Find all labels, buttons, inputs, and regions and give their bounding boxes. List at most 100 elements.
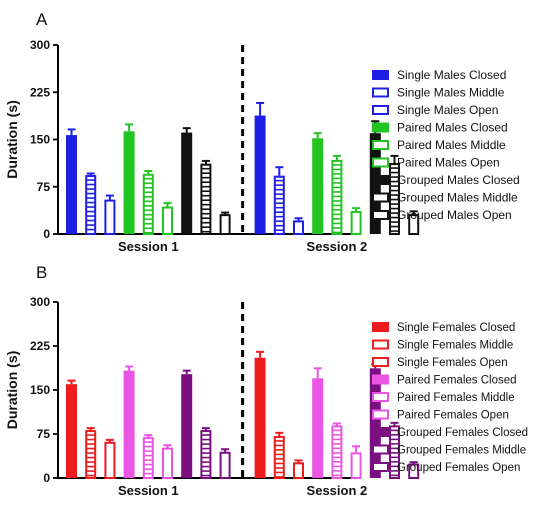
legend-label: Single Females Closed	[397, 322, 515, 334]
bar	[142, 173, 154, 235]
error-bar	[67, 379, 76, 385]
legend-item: Single Males Middle	[372, 86, 505, 100]
bar	[369, 368, 381, 478]
error-bar	[275, 431, 284, 437]
y-tick-label: 0	[43, 227, 50, 241]
legend-label: Paired Males Open	[397, 156, 500, 170]
legend-label: Paired Males Closed	[397, 121, 508, 135]
error-bar	[409, 210, 418, 216]
bar	[350, 452, 362, 479]
error-bar	[86, 427, 95, 432]
legend: Single Females Closed Single Females Midd…	[372, 322, 528, 474]
y-tick-label: 0	[43, 471, 50, 485]
legend-label: Grouped Males Middle	[397, 191, 518, 205]
legend-item: Grouped Males Middle	[372, 191, 518, 205]
legend-item: Grouped Males Open	[372, 208, 512, 222]
legend-item: Grouped Females Middle	[372, 444, 526, 457]
error-bar	[221, 211, 230, 216]
axes: 0 75 150 225 300 Duration (s)	[4, 38, 352, 241]
x-tick-label: Session 2	[307, 239, 368, 254]
error-bar	[332, 422, 341, 427]
y-tick-label: 75	[37, 427, 51, 441]
bar	[219, 214, 231, 236]
bar	[312, 378, 324, 478]
legend-label: Single Females Open	[397, 357, 508, 369]
legend-item: Paired Males Open	[372, 156, 500, 170]
bar	[293, 462, 304, 480]
bar	[162, 447, 173, 479]
legend-label: Grouped Males Open	[397, 208, 512, 222]
legend-item: Grouped Females Closed	[372, 427, 528, 439]
legend-item: Grouped Females Open	[372, 462, 520, 474]
error-bar	[332, 154, 341, 161]
legend-item: Paired Females Middle	[372, 392, 515, 404]
panel-a: A 0 75 150 225 300 Duration (s) Session 1 Sessio…	[4, 10, 520, 254]
bar	[273, 175, 285, 235]
legend-item: Paired Males Closed	[372, 121, 508, 135]
error-bar	[125, 123, 134, 132]
legend-item: Single Females Middle	[372, 339, 513, 352]
error-bar	[144, 434, 153, 439]
error-bar	[256, 350, 265, 358]
legend-item: Paired Males Middle	[372, 138, 506, 152]
error-bar	[86, 172, 95, 177]
bar	[254, 357, 266, 478]
legend-label: Grouped Males Closed	[397, 173, 520, 187]
panel-label: A	[36, 10, 48, 29]
error-bar	[256, 101, 265, 116]
bar	[123, 131, 135, 234]
bar	[350, 210, 362, 235]
error-bar	[201, 159, 210, 165]
bar	[85, 175, 97, 235]
bar	[181, 374, 193, 478]
error-bar	[352, 207, 361, 212]
legend-label: Single Males Open	[397, 103, 498, 117]
legend-label: Single Females Middle	[397, 340, 513, 352]
y-axis-label: Duration (s)	[4, 351, 20, 430]
error-bar	[201, 427, 210, 432]
bar	[293, 220, 304, 235]
error-bar	[67, 128, 76, 136]
legend: Single Males Closed Single Males Middle Si…	[372, 68, 520, 222]
y-tick-label: 300	[30, 295, 50, 309]
legend-item: Single Females Closed	[372, 322, 515, 334]
y-tick-label: 225	[30, 339, 50, 353]
bar	[162, 206, 173, 235]
legend-item: Paired Females Open	[372, 409, 509, 422]
legend-label: Single Males Closed	[397, 68, 506, 82]
bar	[66, 384, 77, 478]
y-tick-label: 300	[30, 38, 50, 52]
bar	[219, 451, 231, 480]
legend-item: Single Females Open	[372, 357, 508, 369]
error-bar	[144, 170, 153, 175]
legend-item: Paired Females Closed	[372, 374, 517, 387]
legend-item: Single Males Closed	[372, 68, 506, 82]
x-tick-label: Session 1	[118, 239, 179, 254]
bar	[142, 437, 154, 479]
y-axis-label: Duration (s)	[4, 100, 20, 179]
bar	[104, 441, 116, 479]
legend-label: Grouped Females Middle	[397, 445, 526, 457]
bar	[312, 138, 324, 234]
panel-b: B 0 75 150 225 300 Duration (s) Session 1 Sessio…	[4, 263, 528, 498]
bar	[200, 430, 212, 480]
error-bar	[313, 132, 322, 139]
legend-label: Paired Males Middle	[397, 138, 506, 152]
bar	[331, 159, 343, 235]
panel-label: B	[36, 263, 47, 282]
legend-label: Single Males Middle	[397, 86, 505, 100]
chart-layer: A 0 75 150 225 300 Duration (s) Session 1 Sessio…	[4, 10, 528, 498]
axes: 0 75 150 225 300 Duration (s)	[4, 295, 352, 485]
bar	[389, 425, 400, 479]
bar	[331, 425, 343, 479]
error-bar	[105, 438, 114, 443]
legend-label: Grouped Females Closed	[397, 427, 528, 439]
bar	[181, 132, 193, 234]
error-bar	[352, 445, 361, 454]
y-tick-label: 225	[30, 85, 50, 99]
bar	[104, 199, 116, 235]
bar	[66, 135, 77, 234]
error-bar	[313, 367, 322, 379]
x-tick-label: Session 2	[307, 483, 368, 498]
legend-label: Paired Females Middle	[397, 392, 515, 404]
